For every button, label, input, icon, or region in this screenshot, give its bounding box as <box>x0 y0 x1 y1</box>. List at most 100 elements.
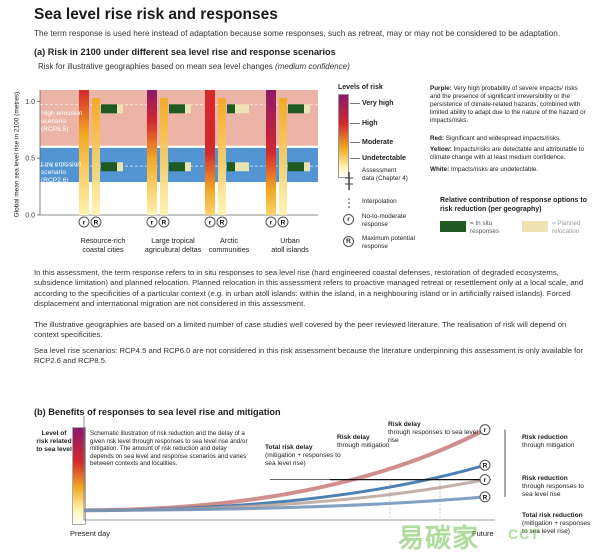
in-situ-contribution <box>101 162 117 172</box>
legend-undetectable: Undetectable <box>362 155 406 162</box>
end-circle-letter: r <box>484 477 487 484</box>
high-scenario-label: High emission scenario (RCP8.5) <box>41 110 83 133</box>
end-circle-letter: R <box>483 494 488 501</box>
no-to-moderate-circle <box>204 216 216 228</box>
end-circle <box>479 474 491 486</box>
panel-a-subheading: Risk for illustrative geographies based … <box>38 62 350 71</box>
present-day-label: Present day <box>70 529 111 538</box>
risk-bar-no-response <box>205 90 215 215</box>
low-scenario-label: Low emission scenario (RCP2.6) <box>41 161 81 184</box>
geo-label-atoll: Urban atoll islands <box>271 236 309 254</box>
total-risk-reduction: Total risk reduction (mitigation + respon… <box>522 512 591 535</box>
risk-bar-no-response <box>79 90 89 215</box>
legend-assessment: Assessment data (Chapter 4) <box>362 167 408 182</box>
geo-label-arctic: Arctic communities <box>208 236 250 254</box>
in-situ-contribution <box>169 162 185 172</box>
no-to-moderate-letter: r <box>209 220 212 227</box>
max-response-letter: R <box>281 220 286 227</box>
in-situ-contribution <box>227 162 235 172</box>
total-risk-delay: Total risk delay (mitigation + responses … <box>265 444 341 467</box>
risk-bar-no-response <box>147 90 157 215</box>
risk-bar-max-response <box>92 98 100 215</box>
legend-in-situ: = In situ responses <box>470 220 500 235</box>
end-circle <box>479 491 491 503</box>
legend-maximum: Maximum potential response <box>362 235 415 250</box>
legend-very-high: Very high <box>362 100 394 107</box>
legend-symbols <box>345 172 353 208</box>
end-circle-letter: r <box>484 427 487 434</box>
legend-contrib-title: Relative contribution of response option… <box>440 197 588 213</box>
legend-planned: = Planned relocation <box>552 220 581 235</box>
watermark-sub: CCT <box>508 526 540 542</box>
planned-relocation-contribution <box>235 162 249 172</box>
planned-swatch <box>522 221 548 232</box>
planned-relocation-contribution <box>304 104 310 114</box>
legend-moderate: Moderate <box>362 139 394 146</box>
geo-label-deltas: Large tropical agricultural deltas <box>144 236 202 254</box>
risk-reduction-mitigation: Risk reduction through mitigation <box>522 434 575 449</box>
no-to-moderate-circle <box>78 216 90 228</box>
geo-label-cities: Resource-rich coastal cities <box>80 236 126 254</box>
in-situ-contribution <box>101 104 117 114</box>
future-label: Future <box>472 529 494 538</box>
planned-relocation-contribution <box>304 162 310 172</box>
planned-relocation-contribution <box>117 162 123 172</box>
legend-levels-title: Levels of risk <box>338 84 383 91</box>
risk-bar-max-response <box>160 98 168 215</box>
risk-bar-max-response <box>218 98 226 215</box>
legend-purple-desc: Purple: Very high probability of severe … <box>430 85 586 124</box>
in-situ-contribution <box>227 104 235 114</box>
max-response-letter: R <box>94 220 99 227</box>
no-to-moderate-letter: r <box>83 220 86 227</box>
in-situ-swatch <box>440 221 466 232</box>
legend-red-desc: Red: Significant and widespread impacts/… <box>430 135 561 142</box>
page-title: Sea level rise risk and responses <box>34 6 278 23</box>
panel-b-yaxis: Level of risk related to sea level <box>36 430 72 453</box>
panel-b-heading: (b) Benefits of responses to sea level r… <box>34 407 281 417</box>
legend-white-desc: White: Impacts/risks are undetectable. <box>430 166 539 173</box>
max-response-letter: R <box>220 220 225 227</box>
y-tick-label: 0.5 <box>25 156 35 163</box>
legend-yellow-desc: Yellow: Impacts/risks are detectable and… <box>430 146 585 161</box>
max-response-circle <box>90 216 102 228</box>
panel-b-description: Schematic illustration of risk reduction… <box>90 430 248 468</box>
panel-b-risk-bar <box>72 427 86 525</box>
no-to-moderate-circle <box>146 216 158 228</box>
risk-scale-bar <box>338 94 349 178</box>
risk-delay-responses: Risk delay through responses to sea level… <box>388 421 478 444</box>
risk-reduction-responses: Risk reduction through responses to sea l… <box>522 475 584 498</box>
legend-high: High <box>362 120 378 127</box>
max-response-letter: R <box>162 220 167 227</box>
planned-relocation-contribution <box>235 104 249 114</box>
risk-curve <box>83 495 486 512</box>
y-tick-label: 0.0 <box>25 213 35 220</box>
end-circle <box>479 459 491 471</box>
no-to-moderate-letter: r <box>151 220 154 227</box>
watermark: 易碳家 <box>398 523 480 553</box>
page-subtitle: The term response is used here instead o… <box>34 29 561 38</box>
risk-bar-no-response <box>266 90 276 215</box>
risk-delay-mitigation: Risk delay through mitigation <box>337 434 390 449</box>
paragraph-geographies: The illustrative geographies are based o… <box>34 320 567 340</box>
in-situ-contribution <box>288 162 304 172</box>
legend-no-to-moderate: No-to-moderate response <box>362 213 407 228</box>
no-to-moderate-circle <box>265 216 277 228</box>
y-tick-label: 1.0 <box>25 99 35 106</box>
max-response-icon: R <box>343 236 354 247</box>
end-circle-letter: R <box>483 463 488 470</box>
paragraph-scenarios: Sea level rise scenarios: RCP4.5 and RCP… <box>34 346 584 366</box>
max-response-circle <box>216 216 228 228</box>
risk-bar-max-response <box>279 98 287 215</box>
panel-a-heading: (a) Risk in 2100 under different sea lev… <box>34 47 336 57</box>
in-situ-contribution <box>288 104 304 114</box>
max-response-circle <box>277 216 289 228</box>
legend-interpolation: Interpolation <box>362 198 397 205</box>
no-to-moderate-icon: r <box>343 214 354 225</box>
planned-relocation-contribution <box>185 162 191 172</box>
paragraph-response: In this assessment, the term response re… <box>34 268 584 309</box>
end-circle <box>479 424 491 436</box>
planned-relocation-contribution <box>117 104 123 114</box>
no-to-moderate-letter: r <box>270 220 273 227</box>
